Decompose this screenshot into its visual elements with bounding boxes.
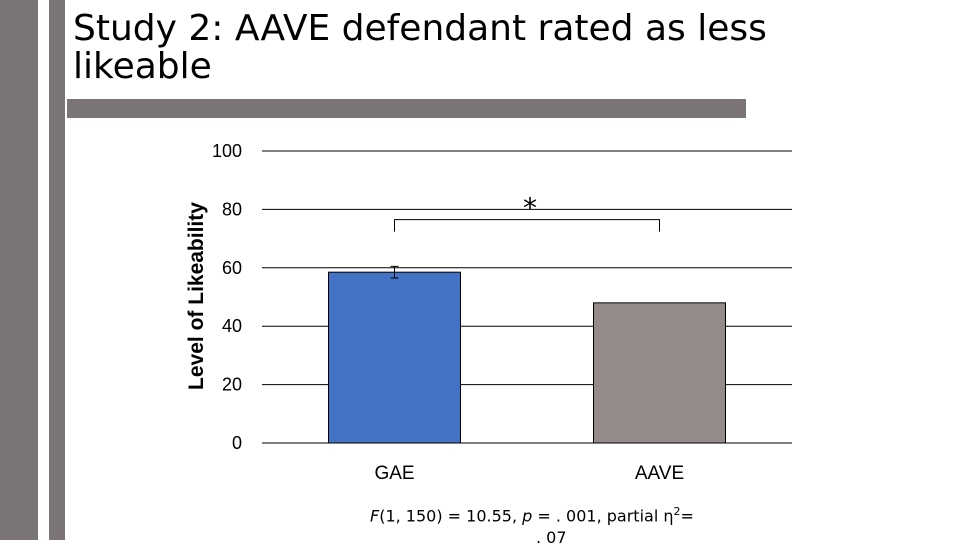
decor-bar-inner: [49, 0, 65, 540]
y-axis-label: Level of Likeability: [185, 202, 208, 390]
stat-eq: =: [680, 506, 694, 526]
y-tick-1: 20: [222, 375, 242, 395]
decor-bar-outer: [0, 0, 38, 540]
stat-p-val: = . 001, partial η: [532, 506, 674, 526]
y-tick-labels: 0 20 40 60 80 100: [212, 141, 242, 453]
significance-bracket: *: [394, 192, 660, 232]
y-tick-0: 0: [232, 433, 242, 453]
error-bars: [390, 265, 399, 279]
error-bar-gae: [390, 265, 399, 279]
category-label-gae: GAE: [374, 463, 414, 484]
significance-line: [394, 219, 660, 232]
significance-star: *: [523, 192, 537, 225]
stat-eta-value: . 07: [536, 528, 567, 548]
stat-eta-sup: 2: [673, 505, 681, 518]
statistics-footnote: F(1, 150) = 10.55, p = . 001, partial η2…: [370, 501, 750, 549]
y-tick-3: 60: [222, 258, 242, 278]
slide-title: Study 2: AAVE defendant rated as less li…: [73, 8, 767, 87]
y-tick-5: 100: [212, 141, 242, 161]
stat-f-args: (1, 150) = 10.55,: [379, 506, 523, 526]
stat-p: p: [522, 506, 533, 526]
bars: [328, 271, 726, 444]
stat-f: F: [370, 506, 380, 526]
title-underline: [67, 99, 746, 118]
bar-aave: [593, 302, 726, 444]
y-tick-2: 40: [222, 316, 242, 336]
y-tick-4: 80: [222, 199, 242, 219]
bar-gae: [328, 271, 461, 444]
category-label-aave: AAVE: [635, 463, 684, 484]
category-labels: GAE AAVE: [374, 463, 684, 484]
